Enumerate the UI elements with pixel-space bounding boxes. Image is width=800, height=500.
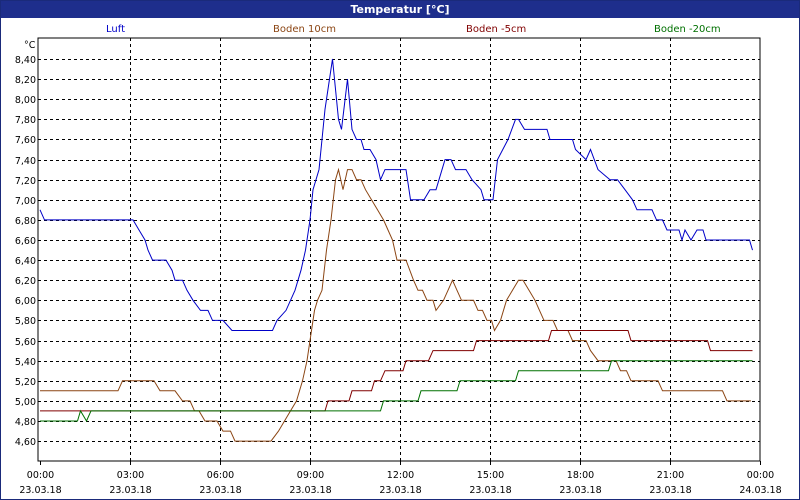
y-tick-label: 6,20 xyxy=(15,276,36,287)
series-line-boden-5cm xyxy=(40,330,753,412)
legend-boden-5cm: Boden -5cm xyxy=(466,24,527,35)
y-tick-label: 4,80 xyxy=(15,417,36,428)
x-tick-time: 21:00 xyxy=(657,470,684,481)
legend-boden-20cm: Boden -20cm xyxy=(654,24,721,35)
x-tick-time: 03:00 xyxy=(117,470,144,481)
x-tick-time: 15:00 xyxy=(477,470,504,481)
series-line-boden-10cm xyxy=(40,167,751,442)
grid-lines xyxy=(38,38,760,461)
y-axis: 4,60 4,80 5,00 5,20 5,40 5,60 5,80 6,00 6,20 6,40… xyxy=(15,55,36,448)
legend-boden-10cm: Boden 10cm xyxy=(273,24,336,35)
y-tick-label: 7,40 xyxy=(15,156,36,167)
y-tick-label: 5,20 xyxy=(15,377,36,388)
y-tick-label: 7,20 xyxy=(15,176,36,187)
y-tick-label: 8,40 xyxy=(15,55,36,66)
x-tick-date: 23.03.18 xyxy=(379,485,421,496)
y-tick-label: 5,80 xyxy=(15,316,36,327)
x-tick-date: 23.03.18 xyxy=(559,485,601,496)
x-tick-time: 09:00 xyxy=(297,470,324,481)
x-tick-date: 23.03.18 xyxy=(289,485,331,496)
y-tick-label: 6,80 xyxy=(15,216,36,227)
y-axis-unit: °C xyxy=(24,40,36,51)
x-tick-date: 24.03.18 xyxy=(739,485,781,496)
y-tick-label: 7,80 xyxy=(15,115,36,126)
y-tick-label: 7,60 xyxy=(15,135,36,146)
x-tick-time: 06:00 xyxy=(207,470,234,481)
series-lines xyxy=(39,58,753,442)
y-tick-label: 6,60 xyxy=(15,236,36,247)
y-tick-label: 6,00 xyxy=(15,296,36,307)
x-tick-date: 23.03.18 xyxy=(19,485,61,496)
y-tick-label: 8,20 xyxy=(15,75,36,86)
x-tick-time: 00:00 xyxy=(747,470,774,481)
y-tick-label: 6,40 xyxy=(15,256,36,267)
x-tick-date: 23.03.18 xyxy=(649,485,691,496)
window-title: Temperatur [°C] xyxy=(1,1,799,18)
x-tick-time: 12:00 xyxy=(387,470,414,481)
x-tick-date: 23.03.18 xyxy=(199,485,241,496)
series-line-boden-20cm xyxy=(40,360,753,423)
legend-luft: Luft xyxy=(106,24,125,35)
x-tick-date: 23.03.18 xyxy=(469,485,511,496)
x-tick-time: 18:00 xyxy=(567,470,594,481)
y-tick-label: 8,00 xyxy=(15,95,36,106)
series-line-luft xyxy=(39,58,753,331)
x-axis: 00:00 23.03.18 03:00 23.03.18 06:00 23.03.18 0… xyxy=(19,461,782,496)
y-tick-label: 5,00 xyxy=(15,397,36,408)
x-tick-time: 00:00 xyxy=(27,470,54,481)
y-tick-label: 7,00 xyxy=(15,196,36,207)
y-tick-label: 5,40 xyxy=(15,357,36,368)
x-tick-date: 23.03.18 xyxy=(109,485,151,496)
plot-frame xyxy=(37,37,761,462)
y-tick-label: 4,60 xyxy=(15,437,36,448)
y-tick-label: 5,60 xyxy=(15,337,36,348)
